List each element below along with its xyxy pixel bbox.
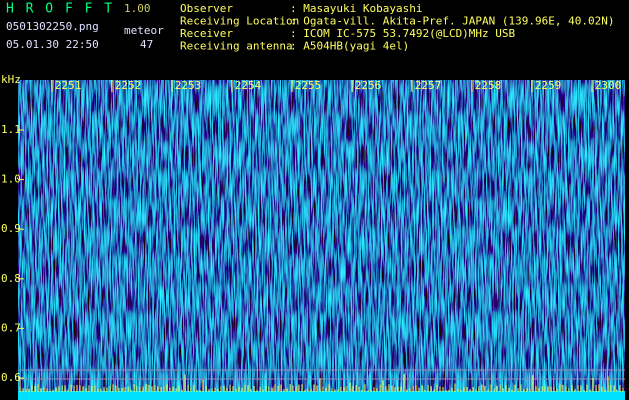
freq-tick-label: 1.0 xyxy=(1,173,21,186)
time-tick-label: 2253 xyxy=(175,79,202,92)
time-tick-label: 2258 xyxy=(475,79,502,92)
info-value: : Ogata-vill. Akita-Pref. JAPAN (139.96E… xyxy=(290,15,615,28)
file-name: 0501302250.png xyxy=(6,20,99,33)
signal-bar xyxy=(18,391,625,400)
counter-label: meteor xyxy=(124,24,164,37)
spectrogram-speckle xyxy=(18,80,625,400)
freq-tick-label: 0.8 xyxy=(1,272,21,285)
time-tick-label: 2255 xyxy=(295,79,322,92)
info-label: Receiver xyxy=(180,27,233,40)
freq-tick-label: 0.6 xyxy=(1,371,21,384)
time-tick-label: 2252 xyxy=(115,79,142,92)
freq-tick-label: 0.7 xyxy=(1,321,21,334)
time-tick-label: 2254 xyxy=(235,79,262,92)
axes: 1.1 1.0 0.9 0.8 0.7 0.6 2251 2252 2253 2254 2255 22… xyxy=(1,79,624,392)
time-tick-label: 2257 xyxy=(415,79,442,92)
version: 1.00 xyxy=(124,2,151,15)
info-label: Receiving antenna xyxy=(180,40,293,53)
freq-tick-label: 1.1 xyxy=(1,123,21,136)
time-tick-label: 2256 xyxy=(355,79,382,92)
counter: 47 xyxy=(140,38,153,51)
timestamp: 05.01.30 22:50 xyxy=(6,38,99,51)
unit-label: kHz xyxy=(1,73,21,86)
time-tick-label: 2259 xyxy=(535,79,562,92)
info-label: Receiving Location xyxy=(180,15,299,28)
time-tick-label: 2300 xyxy=(595,79,622,92)
app-name: H R O F F T xyxy=(6,2,114,17)
freq-tick-label: 0.9 xyxy=(1,222,21,235)
info-value: : ICOM IC-575 53.7492(@LCD)MHz USB xyxy=(290,27,516,40)
info-value: : A504HB(yagi 4el) xyxy=(290,40,409,53)
time-tick-label: 2251 xyxy=(55,79,82,92)
info-value: : Masayuki Kobayashi xyxy=(290,2,422,15)
info-label: Observer xyxy=(180,2,233,15)
